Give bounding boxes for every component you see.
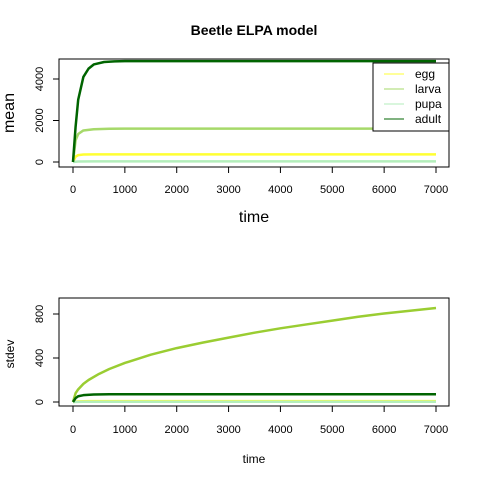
y-axis-label: mean xyxy=(1,93,18,133)
x-tick-label: 4000 xyxy=(268,184,292,196)
stdev-chart: 0 1000 2000 3000 4000 5000 6000 7000 0 400 800 ti… xyxy=(3,297,450,466)
x-tick-label: 2000 xyxy=(164,184,188,196)
series-layer xyxy=(71,306,437,404)
x-axis-label: time xyxy=(243,452,266,466)
x-axis-label: time xyxy=(239,209,269,226)
y-axis-label: stdev xyxy=(3,340,17,369)
y-axis: 0 400 800 xyxy=(34,305,59,405)
y-tick-label: 4000 xyxy=(34,67,46,91)
y-tick-label: 2000 xyxy=(34,108,46,132)
chart-title: Beetle ELPA model xyxy=(191,22,318,38)
series-layer xyxy=(71,59,436,164)
mean-chart: Beetle ELPA model 0 1000 2000 3000 4000 5000 6… xyxy=(1,22,450,226)
pupa-line xyxy=(72,160,436,164)
legend-label-pupa: pupa xyxy=(415,97,442,111)
x-tick-label: 3000 xyxy=(216,184,240,196)
y-axis: 0 2000 4000 xyxy=(34,67,59,165)
x-axis: 0 1000 2000 3000 4000 5000 6000 7000 xyxy=(70,405,448,436)
x-tick-label: 6000 xyxy=(372,184,396,196)
x-tick-label: 7000 xyxy=(424,424,448,436)
y-tick-label: 0 xyxy=(34,159,46,165)
legend-label-egg: egg xyxy=(415,67,435,81)
series-2-line xyxy=(71,306,437,403)
larva-line xyxy=(71,127,436,163)
x-tick-label: 5000 xyxy=(320,184,344,196)
x-tick-label: 3000 xyxy=(216,424,240,436)
y-tick-label: 400 xyxy=(34,349,46,367)
series-4-line xyxy=(71,392,436,403)
x-tick-label: 1000 xyxy=(113,424,137,436)
y-tick-label: 800 xyxy=(34,305,46,323)
legend-label-larva: larva xyxy=(415,82,441,96)
x-tick-label: 7000 xyxy=(424,184,448,196)
x-tick-label: 4000 xyxy=(268,424,292,436)
x-tick-label: 0 xyxy=(70,424,76,436)
adult-line xyxy=(71,59,436,163)
egg-line xyxy=(71,153,436,163)
x-tick-label: 2000 xyxy=(164,424,188,436)
y-tick-label: 0 xyxy=(34,399,46,405)
x-tick-label: 0 xyxy=(70,184,76,196)
x-axis: 0 1000 2000 3000 4000 5000 6000 7000 xyxy=(70,166,448,196)
x-tick-label: 5000 xyxy=(320,424,344,436)
legend-label-adult: adult xyxy=(415,112,442,126)
x-tick-label: 1000 xyxy=(113,184,137,196)
x-tick-label: 6000 xyxy=(372,424,396,436)
